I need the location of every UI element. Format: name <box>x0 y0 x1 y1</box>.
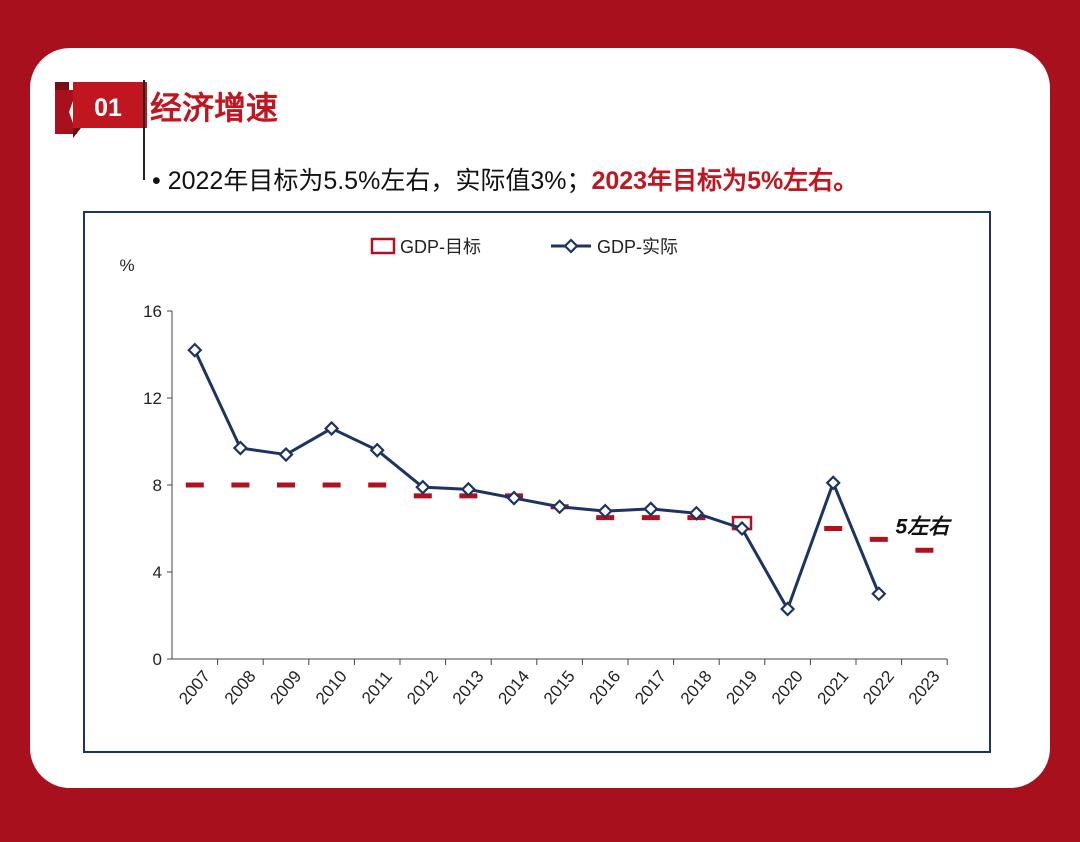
actual-point <box>597 503 613 519</box>
actual-point <box>369 442 385 458</box>
bullet-highlight: 2023年目标为5%左右。 <box>591 167 859 195</box>
x-tick-label: 2012 <box>403 667 442 708</box>
x-tick-label: 2007 <box>175 667 214 708</box>
summary-bullet: • 2022年目标为5.5%左右，实际值3%；2023年目标为5%左右。 <box>152 163 858 199</box>
x-tick-label: 2023 <box>905 667 944 708</box>
actual-point <box>187 342 203 358</box>
legend-target-label: GDP-目标 <box>400 237 481 257</box>
x-tick-label: 2018 <box>677 667 716 708</box>
actual-point <box>415 479 431 495</box>
bullet-marker: • <box>152 167 161 195</box>
actual-point <box>232 440 248 456</box>
section-number: 01 <box>94 94 122 122</box>
gdp-growth-chart: 0 4 8 12 16% 2007 2008 2009 2010 2011 2012 2013 2014… <box>119 237 953 708</box>
x-tick-label: 2021 <box>814 667 853 708</box>
actual-point <box>688 505 704 521</box>
annotation-label: 5左右 <box>896 514 953 538</box>
actual-point <box>552 499 568 515</box>
actual-point <box>780 601 796 617</box>
actual-point <box>825 475 841 491</box>
legend-target-swatch <box>370 237 396 255</box>
y-tick-label: 12 <box>143 389 162 408</box>
actual-point <box>278 446 294 463</box>
x-tick-label: 2010 <box>312 667 351 708</box>
actual-point <box>460 481 476 497</box>
x-tick-label: 2014 <box>494 667 533 708</box>
actual-point <box>506 490 522 506</box>
x-tick-label: 2020 <box>768 667 807 708</box>
legend-actual-swatch-marker <box>563 238 579 254</box>
actual-point <box>734 520 750 537</box>
actual-point <box>871 586 887 602</box>
actual-point <box>643 501 659 517</box>
section-badge-icon <box>55 82 147 138</box>
actual-series-line <box>193 349 881 611</box>
y-tick-label: 0 <box>153 650 162 669</box>
x-tick-label: 2009 <box>266 667 305 708</box>
x-tick-label: 2016 <box>586 667 625 708</box>
x-tick-label: 2011 <box>358 667 396 707</box>
x-tick-label: 2015 <box>540 667 579 708</box>
x-tick-label: 2022 <box>859 667 898 708</box>
x-tick-label: 2013 <box>449 667 488 708</box>
title-divider <box>143 80 145 180</box>
x-tick-label: 2019 <box>722 667 761 708</box>
section-title: 经济增速 <box>150 90 279 126</box>
x-tick-label: 2017 <box>631 667 670 708</box>
legend-actual-label: GDP-实际 <box>597 237 678 257</box>
y-tick-label: 4 <box>153 563 162 582</box>
y-tick-label: 8 <box>153 476 162 495</box>
actual-point <box>324 420 340 437</box>
x-tick-label: 2008 <box>221 667 260 708</box>
bullet-text: 2022年目标为5.5%左右，实际值3%； <box>167 167 592 195</box>
y-axis-label: % <box>119 256 134 275</box>
y-tick-label: 16 <box>143 302 162 321</box>
